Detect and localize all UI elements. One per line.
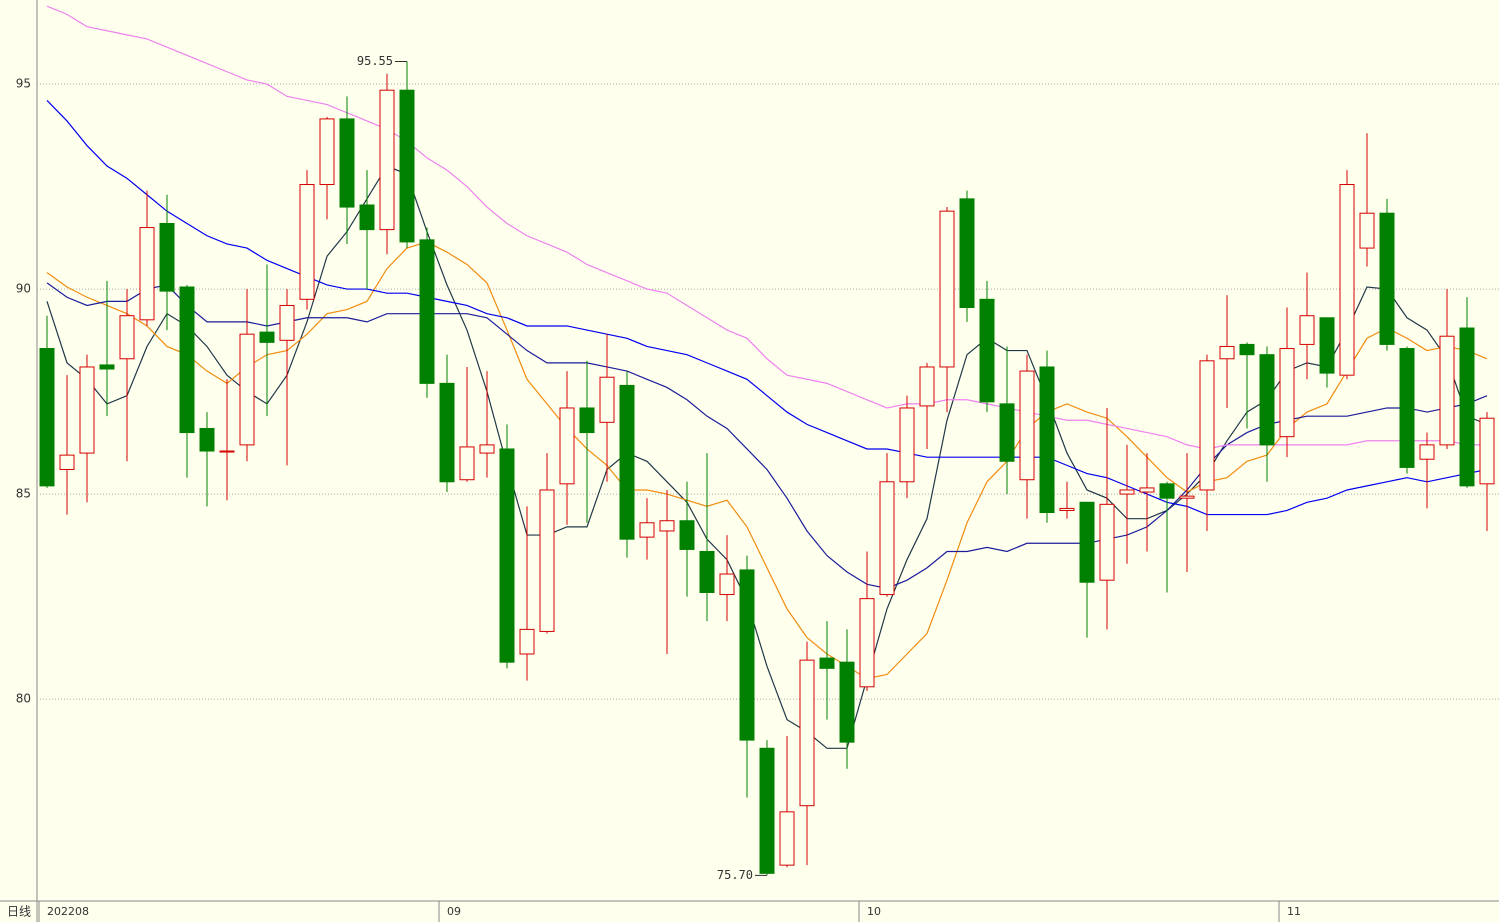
candle-body [399, 89, 415, 243]
candle-body [579, 407, 595, 434]
y-tick-label: 90 [16, 282, 31, 296]
candle-body [219, 450, 235, 453]
x-tick-label: 10 [867, 905, 881, 918]
candle-body [659, 520, 675, 532]
candle-body [839, 661, 855, 743]
candle-body [1159, 483, 1175, 499]
period-label: 日线 [7, 905, 31, 919]
candle-body [379, 89, 395, 231]
candle-body [1199, 360, 1215, 491]
candle-body [459, 446, 475, 481]
x-tick-label: 09 [447, 905, 461, 918]
candle-body [339, 118, 355, 208]
candle-body [1279, 348, 1295, 438]
candle-body [1479, 417, 1495, 485]
candle-body [819, 657, 835, 669]
candle-body [1019, 370, 1035, 481]
candle-body [59, 454, 75, 470]
candle-body [1379, 212, 1395, 345]
candle-body [179, 286, 195, 434]
candle-body [199, 427, 215, 452]
candle-body [599, 376, 615, 423]
candle-body [899, 407, 915, 483]
y-tick-label: 85 [16, 487, 31, 501]
moving-average-line [46, 100, 1488, 516]
candle-body [779, 811, 795, 866]
candle-body [799, 659, 815, 807]
candle-body [1179, 495, 1195, 499]
candle-body [1399, 348, 1415, 468]
candle-body [559, 407, 575, 485]
candle-body [439, 382, 455, 483]
candle-body [639, 522, 655, 538]
candle-body [499, 448, 515, 663]
x-tick-label: 11 [1287, 905, 1301, 918]
candle-body [939, 210, 955, 368]
candle-body [1139, 487, 1155, 493]
candle-body [959, 198, 975, 309]
candle-body [679, 520, 695, 550]
candle-body [979, 298, 995, 403]
y-tick-label: 95 [16, 77, 31, 91]
candle-body [419, 239, 435, 384]
candle-body [859, 598, 875, 688]
candle-body [539, 489, 555, 632]
candle-body [139, 227, 155, 321]
candle-body [1219, 345, 1235, 360]
candle-body [699, 550, 715, 593]
candle-body [299, 184, 315, 300]
x-tick-label: 202208 [47, 905, 89, 918]
candle-body [359, 204, 375, 231]
candle-body [1119, 489, 1135, 495]
candle-body [1079, 501, 1095, 583]
candle-body [1359, 212, 1375, 249]
candle-body [1339, 184, 1355, 376]
candle-body [239, 333, 255, 446]
candle-body [1259, 354, 1275, 446]
candle-body [739, 569, 755, 741]
candle-body [1299, 315, 1315, 345]
candle-body [1099, 503, 1115, 581]
candle-body [1439, 335, 1455, 446]
candle-body [1419, 444, 1435, 460]
candle-body [619, 384, 635, 540]
candle-body [719, 573, 735, 596]
candle-body [1039, 366, 1055, 514]
candle-body [999, 403, 1015, 462]
candle-body [519, 628, 535, 655]
candle-body [879, 481, 895, 596]
candle-body [259, 331, 275, 343]
candle-body [319, 118, 335, 186]
candle-body [759, 747, 775, 874]
y-tick-label: 80 [16, 692, 31, 706]
moving-average-line [46, 5, 1487, 450]
candle-body [1239, 343, 1255, 356]
candle-body [1459, 327, 1475, 487]
candle-body [479, 444, 495, 454]
candle-body [39, 348, 55, 487]
candle-body [919, 366, 935, 407]
candle-body [159, 222, 175, 292]
low-annotation: 75.70 [717, 868, 753, 882]
candle-body [1319, 317, 1335, 374]
candle-body [79, 366, 95, 454]
candle-body [99, 364, 115, 370]
candle-body [119, 315, 135, 360]
candle-body [1059, 507, 1075, 511]
candle-body [279, 304, 295, 341]
high-annotation: 95.55 [357, 54, 393, 68]
